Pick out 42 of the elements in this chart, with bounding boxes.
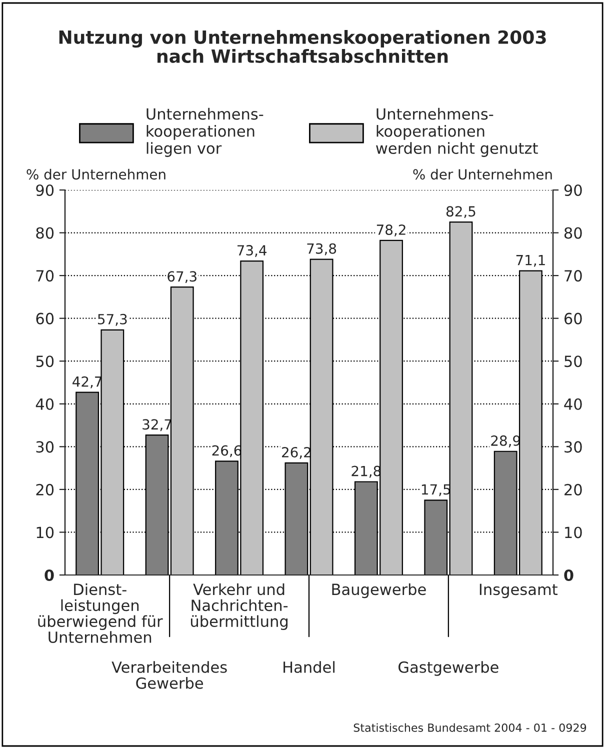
x-tick-label: Gastgewerbe: [398, 661, 498, 676]
y-axis-title: % der Unternehmen: [26, 168, 166, 180]
legend-label: Unternehmens- kooperationen werden nicht genutzt: [376, 108, 538, 157]
y2-tick-label: 20: [564, 484, 582, 496]
y-tick-label: 10: [36, 526, 54, 538]
y2-tick-label: 50: [564, 356, 582, 368]
text: Statistisches Bundesamt 2004 - 01 - 0929: [354, 723, 586, 732]
data-label: 73,4: [238, 245, 267, 257]
y-tick-label: 70: [36, 270, 54, 282]
y-tick-label: 80: [36, 227, 54, 239]
y2-tick-label: 10: [565, 526, 582, 538]
data-label: 78,2: [376, 224, 406, 236]
x-tick-label: Baugewerbe: [332, 583, 426, 598]
y-tick-label: 20: [36, 484, 54, 496]
y2-tick-label: 40: [564, 398, 582, 410]
y-tick-label: 40: [36, 398, 54, 410]
y-tick-label: 90: [36, 184, 54, 196]
y-tick-label: 30: [36, 441, 54, 453]
y2-axis-title: % der Unternehmen: [413, 168, 552, 180]
x-tick-label: Dienst- leistungen überwiegend für Unternehmen: [38, 583, 163, 643]
y-tick-label: 50: [36, 356, 54, 368]
y2-tick-label: 0: [564, 569, 574, 582]
x-tick-label: Verarbeitendes Gewerbe: [112, 661, 227, 689]
y2-tick-label: 70: [564, 270, 582, 282]
data-label: 73,8: [307, 243, 336, 256]
data-label: 67,3: [168, 271, 196, 284]
data-label: 82,5: [446, 206, 476, 218]
x-tick-label: Insgesamt: [480, 584, 558, 598]
x-tick-label: Handel: [284, 661, 335, 673]
y-tick-label: 60: [36, 312, 54, 324]
y2-tick-label: 80: [564, 227, 582, 239]
y-tick-label: 0: [44, 569, 54, 582]
y2-tick-label: 30: [564, 441, 582, 453]
data-label: 26,2: [282, 446, 311, 459]
y2-tick-label: 90: [564, 184, 582, 196]
x-tick-label: Verkehr und Nachrichten- übermittlung: [190, 583, 288, 630]
data-label: 71,1: [516, 255, 545, 267]
data-label: 57,3: [98, 314, 127, 326]
legend-label: Unternehmens- kooperationen liegen vor: [146, 108, 264, 157]
data-label: 32,7: [142, 419, 172, 432]
chart-title: Nutzung von Unternehmenskooperationen 2003 nach Wirtschaftsabschnitten: [59, 30, 546, 63]
y2-tick-label: 60: [564, 312, 582, 324]
